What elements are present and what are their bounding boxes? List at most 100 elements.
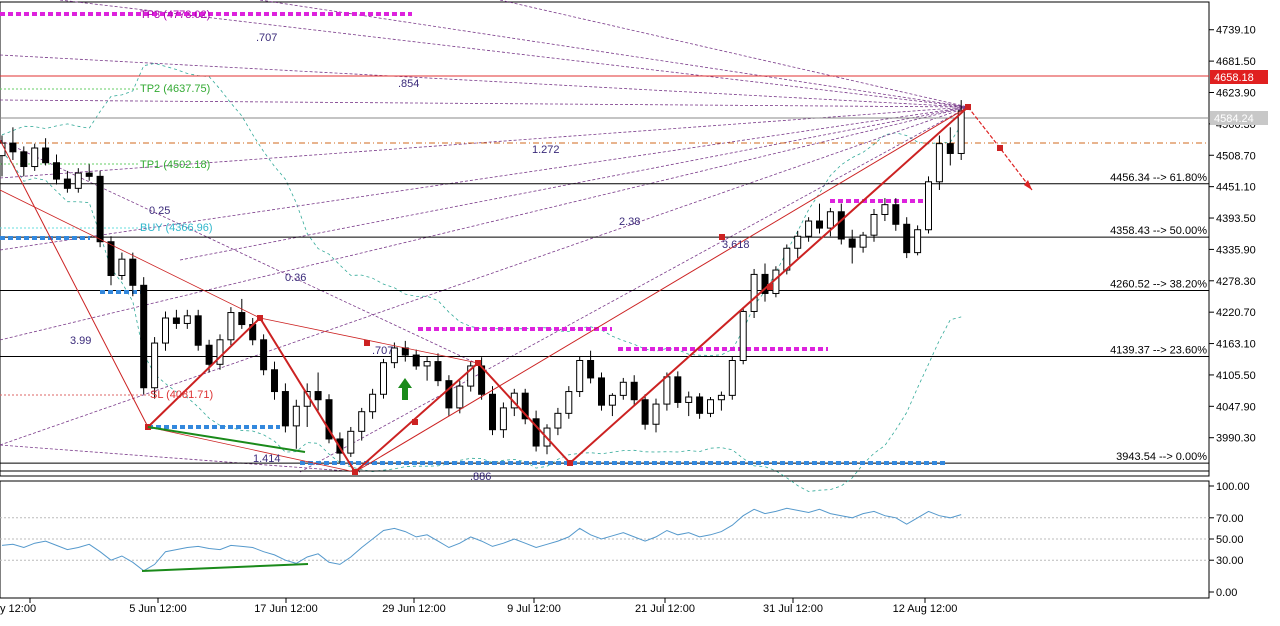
candle-body (194, 315, 202, 346)
fan-line (0, 54, 969, 108)
candle-body (587, 359, 595, 379)
fib-label: 4139.37 --> 23.60% (1110, 344, 1207, 356)
candle-body (260, 339, 268, 371)
candle-body (532, 418, 540, 447)
candle-body (663, 376, 671, 405)
candles (0, 100, 965, 463)
fib-label: 3943.54 --> 0.00% (1116, 451, 1207, 463)
candle-body (401, 347, 409, 356)
alert-price-text: 4658.18 (1214, 72, 1254, 84)
fan-line (0, 106, 969, 251)
ratio-label: .707 (372, 345, 393, 357)
rsi-tick-label: 50.00 (1216, 534, 1244, 546)
price-tick-label: 4681.50 (1216, 56, 1256, 68)
candle-body (118, 258, 126, 277)
price-tick-label: 4393.50 (1216, 213, 1256, 225)
candle-body (42, 147, 50, 164)
candle-body (892, 204, 900, 225)
candle-body (53, 162, 60, 180)
ratio-labels: .707 .854 1.272 0.25 2.38 3.618 0.36 3.99 .707 1.… (70, 32, 750, 483)
fan-line (59, 0, 969, 108)
price-tick-label: 4278.30 (1216, 276, 1256, 288)
candle-body (903, 223, 911, 254)
candle-body (848, 238, 856, 248)
candle-body (162, 317, 169, 344)
rsi-tick-label: 70.00 (1216, 513, 1244, 525)
price-tick-label: 4623.90 (1216, 87, 1256, 99)
projection-path (967, 106, 1033, 191)
candle-body (750, 273, 758, 312)
candle-body (467, 365, 475, 387)
divergence-line (147, 426, 306, 453)
fan-line (259, 0, 969, 108)
candle-body (630, 381, 638, 401)
ratio-label: .707 (256, 32, 277, 44)
candle-body (314, 391, 322, 401)
candle-body (707, 399, 714, 414)
candle-body (728, 359, 736, 396)
price-tick-label: 4739.10 (1216, 25, 1256, 37)
current-price-text: 4584.24 (1214, 113, 1254, 125)
pattern-point (567, 460, 573, 466)
pattern-point (257, 315, 263, 321)
candle-body (227, 312, 235, 341)
candle-body (859, 234, 867, 248)
price-tick-label: 4220.70 (1216, 307, 1256, 319)
fan-line (299, 106, 969, 473)
candle-body (325, 399, 333, 440)
time-tick-label: 31 Jul 12:00 (763, 603, 823, 615)
tp1-label: TP1 (4502.18) (140, 159, 210, 171)
candle-body (31, 147, 39, 168)
price-tick-label: 4105.50 (1216, 370, 1256, 382)
tp3-label: TP3 (4773.02) (140, 9, 210, 21)
candle-body (292, 405, 300, 427)
pattern-leg-thin (147, 317, 261, 428)
pattern-leg-thin (147, 426, 356, 473)
candle-body (445, 380, 453, 409)
fan-line (0, 106, 969, 446)
ratio-label: 0.36 (285, 272, 306, 284)
candle-body (717, 394, 725, 401)
fib-label: 4456.34 --> 61.80% (1110, 172, 1207, 184)
fibonacci-levels: 4456.34 --> 61.80% 4358.43 --> 50.00% 4260… (0, 172, 1209, 472)
harmonic-pattern (0, 104, 1033, 475)
time-tick-label: 17 Jun 12:00 (254, 603, 318, 615)
rsi-tick-label: 0.00 (1216, 587, 1237, 599)
ratio-label: 1.414 (253, 453, 281, 465)
time-tick-label: 9 Jul 12:00 (507, 603, 561, 615)
candle-body (216, 339, 224, 365)
candle-body (946, 143, 954, 154)
rsi-line (1, 507, 962, 572)
ratio-label: 1.272 (532, 144, 560, 156)
candle-body (935, 143, 943, 183)
candle-body (794, 235, 802, 249)
candle-body (107, 241, 115, 277)
candle-body (74, 172, 82, 189)
candle-body (347, 430, 355, 454)
pattern-midpoint (719, 234, 725, 240)
main-panel-frame (0, 1, 1210, 477)
price-tick-label: 4451.10 (1216, 182, 1256, 194)
candle-body (816, 220, 823, 229)
projection-arrow-icon (1024, 180, 1032, 190)
buy-label: BUY (4366.96) (140, 222, 213, 234)
rsi-divergence-line (141, 563, 309, 572)
pattern-midpoint (767, 284, 773, 290)
time-axis: y 12:00 5 Jun 12:00 17 Jun 12:00 29 Jun 12:… (0, 598, 957, 615)
candle-body (271, 369, 278, 393)
candle-body (9, 142, 17, 153)
price-tick-label: 4508.70 (1216, 150, 1256, 162)
sl-label: SL (4081.71) (150, 389, 213, 401)
candle-body (957, 110, 965, 154)
pattern-leg-thin (0, 139, 149, 428)
candle-body (412, 354, 420, 367)
rsi-tick-label: 100.00 (1216, 481, 1250, 493)
ratio-label: 2.38 (619, 216, 640, 228)
fan-line (0, 106, 969, 341)
ratio-label: .886 (470, 471, 491, 483)
pattern-point (997, 145, 1003, 151)
candle-body (554, 412, 562, 429)
buy-arrow-icon (398, 378, 412, 400)
